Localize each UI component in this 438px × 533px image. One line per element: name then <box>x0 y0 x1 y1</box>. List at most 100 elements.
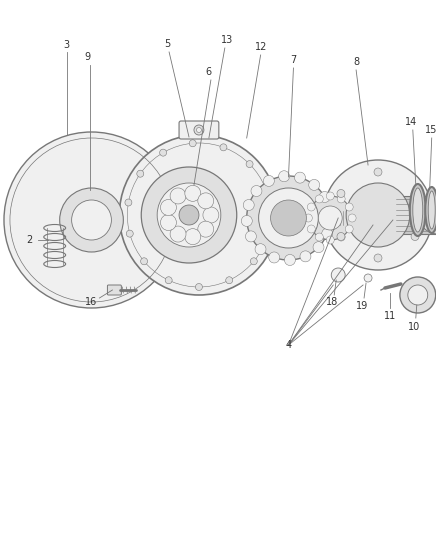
Circle shape <box>198 221 214 237</box>
Circle shape <box>72 200 111 240</box>
Circle shape <box>318 206 342 230</box>
Text: 12: 12 <box>255 42 268 52</box>
Bar <box>396 196 438 234</box>
Circle shape <box>258 188 318 248</box>
Circle shape <box>331 268 345 282</box>
FancyBboxPatch shape <box>107 285 121 295</box>
Circle shape <box>364 274 372 282</box>
Circle shape <box>198 193 214 209</box>
Circle shape <box>226 277 233 284</box>
Circle shape <box>315 233 323 241</box>
Circle shape <box>60 188 124 252</box>
Circle shape <box>189 140 196 147</box>
Text: 18: 18 <box>326 297 339 307</box>
Circle shape <box>246 160 253 167</box>
Circle shape <box>300 251 311 262</box>
Circle shape <box>243 199 254 211</box>
Circle shape <box>120 135 279 295</box>
Circle shape <box>325 207 336 217</box>
Text: 15: 15 <box>424 125 437 135</box>
Text: 9: 9 <box>85 52 91 62</box>
Circle shape <box>325 213 336 223</box>
Circle shape <box>247 176 330 260</box>
Ellipse shape <box>413 188 423 232</box>
Circle shape <box>160 199 177 215</box>
Circle shape <box>157 183 221 247</box>
Circle shape <box>220 144 227 151</box>
Circle shape <box>337 232 345 240</box>
Circle shape <box>284 254 295 265</box>
Circle shape <box>195 284 202 290</box>
Circle shape <box>419 196 438 234</box>
Circle shape <box>255 244 266 255</box>
Circle shape <box>337 195 345 203</box>
Circle shape <box>326 236 334 244</box>
Circle shape <box>185 185 201 201</box>
Text: 7: 7 <box>290 55 297 65</box>
Text: 10: 10 <box>408 322 420 332</box>
Circle shape <box>251 258 257 265</box>
Circle shape <box>411 190 419 198</box>
Circle shape <box>271 200 306 236</box>
Circle shape <box>170 226 186 242</box>
Circle shape <box>345 203 353 211</box>
Circle shape <box>245 231 256 242</box>
Ellipse shape <box>410 184 426 236</box>
Circle shape <box>400 277 436 313</box>
Circle shape <box>374 254 382 262</box>
Circle shape <box>185 229 201 245</box>
Circle shape <box>4 132 179 308</box>
Ellipse shape <box>428 191 435 229</box>
Circle shape <box>315 195 323 203</box>
Circle shape <box>279 171 290 182</box>
Circle shape <box>345 225 353 233</box>
Text: 8: 8 <box>353 57 359 67</box>
Circle shape <box>323 160 433 270</box>
Circle shape <box>411 232 419 240</box>
Circle shape <box>197 127 201 133</box>
Circle shape <box>326 192 334 200</box>
Circle shape <box>179 205 199 225</box>
Circle shape <box>408 285 428 305</box>
Circle shape <box>348 214 356 222</box>
Circle shape <box>294 172 305 183</box>
Circle shape <box>337 190 345 198</box>
Text: 4: 4 <box>286 340 292 350</box>
Circle shape <box>322 228 333 239</box>
Circle shape <box>194 125 204 135</box>
Circle shape <box>141 258 148 265</box>
Circle shape <box>308 196 352 240</box>
Circle shape <box>263 175 274 187</box>
Circle shape <box>125 199 132 206</box>
Circle shape <box>346 183 410 247</box>
Circle shape <box>126 230 133 237</box>
Text: 13: 13 <box>221 35 233 45</box>
Ellipse shape <box>425 187 438 233</box>
Text: 5: 5 <box>164 39 170 49</box>
Circle shape <box>313 241 324 253</box>
Circle shape <box>251 185 262 197</box>
Text: 14: 14 <box>405 117 417 127</box>
Circle shape <box>319 191 330 203</box>
Text: 16: 16 <box>85 297 98 307</box>
Circle shape <box>141 167 237 263</box>
FancyBboxPatch shape <box>179 121 219 139</box>
Text: 3: 3 <box>64 40 70 50</box>
Circle shape <box>165 277 172 284</box>
Circle shape <box>203 207 219 223</box>
Circle shape <box>268 252 279 263</box>
Circle shape <box>307 203 315 211</box>
Bar <box>330 211 373 225</box>
Circle shape <box>337 233 345 241</box>
Circle shape <box>263 187 270 194</box>
Text: 19: 19 <box>356 301 368 311</box>
Circle shape <box>137 170 144 177</box>
Circle shape <box>170 188 186 204</box>
Text: 11: 11 <box>384 311 396 321</box>
Circle shape <box>241 215 252 227</box>
Circle shape <box>307 225 315 233</box>
Text: 2: 2 <box>27 235 33 245</box>
Circle shape <box>309 180 320 190</box>
Text: 6: 6 <box>206 67 212 77</box>
Circle shape <box>160 149 166 156</box>
